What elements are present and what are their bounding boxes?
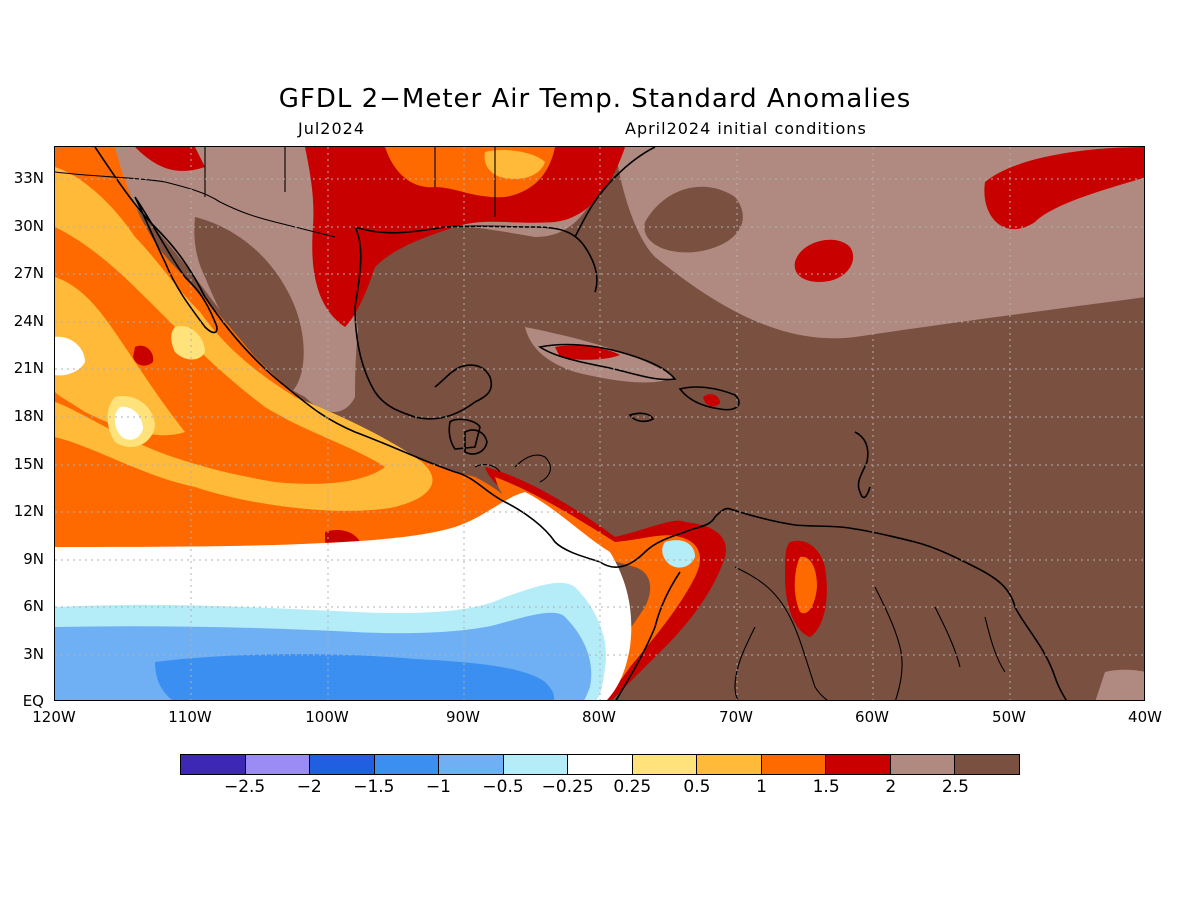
- field-lightblue-caribbean: [662, 540, 695, 568]
- legend-swatch: [503, 755, 569, 774]
- legend-tick-label: 0.25: [613, 777, 652, 797]
- lat-label-24n: 24N: [13, 312, 44, 330]
- legend-tick-label: 0.5: [683, 777, 711, 797]
- lon-label-110w: 110W: [168, 708, 212, 726]
- legend-tick-label: −0.25: [541, 777, 594, 797]
- legend-tick-label: 2: [885, 777, 897, 797]
- field-red-ring-coast: [485, 467, 726, 700]
- field-yellow-us-south: [484, 150, 545, 179]
- legend-swatch: [310, 755, 375, 774]
- legend-swatch: [697, 755, 762, 774]
- lon-label-50w: 50W: [992, 708, 1026, 726]
- legend-swatch: [181, 755, 246, 774]
- lon-label-70w: 70W: [719, 708, 753, 726]
- legend-swatch: [439, 755, 504, 774]
- lat-label-18n: 18N: [13, 407, 44, 425]
- lat-label-eq: EQ: [22, 692, 44, 710]
- field-brown-mexico-interior: [194, 217, 304, 397]
- legend-swatch: [245, 755, 311, 774]
- field-red-hispaniola: [703, 394, 720, 407]
- field-red-us-west: [135, 147, 205, 171]
- graticule: [55, 147, 1144, 700]
- lat-label-27n: 27N: [13, 264, 44, 282]
- field-white-epac-2: [114, 406, 143, 440]
- field-white-epac-3: [55, 336, 85, 376]
- anomaly-map: [54, 146, 1145, 701]
- field-red-epac-spot-2: [133, 345, 154, 366]
- field-red-us-south: [305, 147, 625, 327]
- field-darkblue-eq: [155, 654, 554, 700]
- lon-label-80w: 80W: [582, 708, 616, 726]
- legend-tick-label: 1.5: [812, 777, 840, 797]
- field-brown-patch: [644, 186, 743, 253]
- field-orange-venezuela: [794, 556, 817, 614]
- legend-swatch: [826, 755, 891, 774]
- lat-label-9n: 9N: [23, 550, 44, 568]
- lon-label-90w: 90W: [446, 708, 480, 726]
- lon-label-120w: 120W: [32, 708, 76, 726]
- coastlines: [94, 147, 1067, 700]
- field-brown-gulf: [353, 224, 615, 392]
- legend-swatch: [632, 755, 698, 774]
- legend-tick-label: 2.5: [941, 777, 969, 797]
- map-title: GFDL 2−Meter Air Temp. Standard Anomalie…: [278, 84, 912, 114]
- lat-label-30n: 30N: [13, 217, 44, 235]
- field-light-brown-se: [1095, 669, 1144, 700]
- legend-tick-label: −2: [296, 777, 322, 797]
- legend-swatch: [955, 755, 1019, 774]
- field-red-atlantic-ne: [984, 147, 1144, 230]
- legend-swatch: [568, 755, 633, 774]
- lat-label-12n: 12N: [13, 502, 44, 520]
- field-red-cuba: [555, 345, 620, 360]
- field-pale-epac-1: [171, 326, 205, 360]
- legend-tick-label: −1: [425, 777, 451, 797]
- legend-tick-label: −0.5: [482, 777, 524, 797]
- legend-swatch: [890, 755, 956, 774]
- legend-swatch: [374, 755, 440, 774]
- lon-label-40w: 40W: [1128, 708, 1162, 726]
- init-conditions-label: April2024 initial conditions: [625, 119, 867, 138]
- legend-tick-label: 1: [756, 777, 767, 797]
- field-red-atlantic-mid: [794, 239, 854, 282]
- anomaly-field: [55, 147, 1144, 700]
- lat-label-3n: 3N: [23, 645, 44, 663]
- legend-swatch: [761, 755, 827, 774]
- legend-tick-label: −2.5: [223, 777, 266, 797]
- lon-label-100w: 100W: [305, 708, 349, 726]
- valid-time-label: Jul2024: [298, 119, 366, 138]
- lat-label-21n: 21N: [13, 359, 44, 377]
- lat-label-33n: 33N: [13, 169, 44, 187]
- lat-label-15n: 15N: [13, 455, 44, 473]
- field-yellow-epac-inner: [55, 277, 185, 436]
- lon-label-60w: 60W: [855, 708, 889, 726]
- legend-tick-label: −1.5: [353, 777, 395, 797]
- color-legend-bar: [180, 754, 1020, 775]
- lat-label-6n: 6N: [23, 597, 44, 615]
- borders: [55, 147, 1006, 700]
